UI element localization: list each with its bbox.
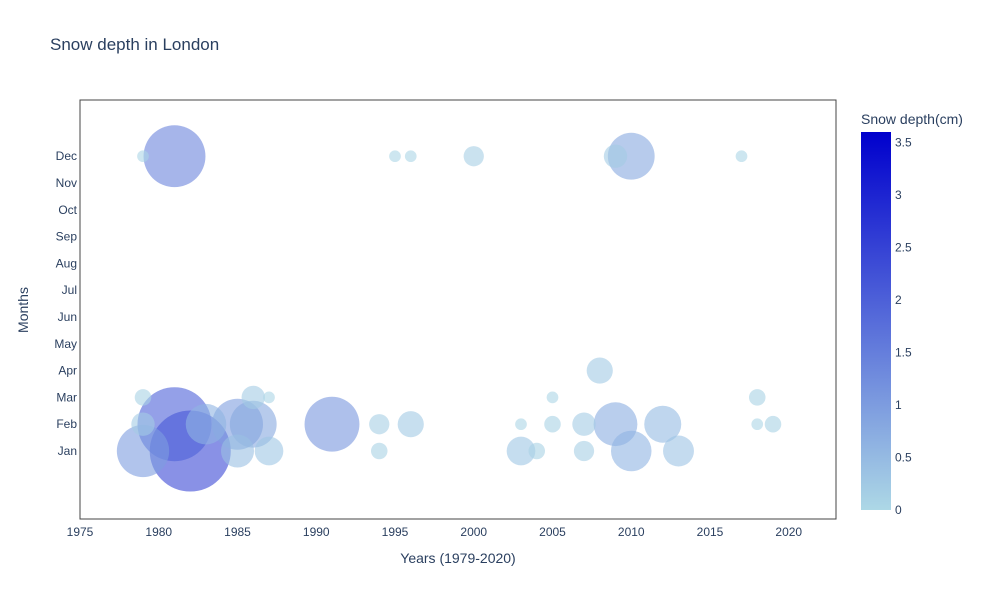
- y-tick-label: Apr: [58, 364, 77, 378]
- bubble-point[interactable]: [404, 150, 417, 163]
- bubble-point[interactable]: [254, 436, 284, 466]
- bubble-point[interactable]: [263, 391, 275, 404]
- bubble-point[interactable]: [185, 403, 227, 445]
- x-tick-label: 1980: [145, 525, 172, 539]
- y-tick-label: Oct: [58, 203, 77, 217]
- y-tick-label: Jan: [58, 444, 77, 458]
- y-tick-label: Jul: [62, 283, 77, 297]
- bubble-point[interactable]: [369, 414, 390, 435]
- bubble-point[interactable]: [751, 418, 764, 431]
- x-tick-label: 2020: [775, 525, 802, 539]
- bubble-point[interactable]: [220, 434, 255, 468]
- chart-title: Snow depth in London: [50, 35, 219, 54]
- bubble-point[interactable]: [143, 125, 206, 188]
- y-axis-ticks: Jan Feb Mar Apr May Jun Jul Aug Sep Oct Nov Dec: [54, 149, 77, 458]
- bubble-point[interactable]: [397, 411, 424, 438]
- bubble-point[interactable]: [644, 405, 682, 443]
- y-axis-title: Months: [15, 287, 31, 333]
- bubble-point[interactable]: [528, 442, 546, 460]
- colorbar-tick-label: 1: [895, 398, 902, 412]
- x-axis-title: Years (1979-2020): [400, 550, 515, 566]
- bubble-point[interactable]: [304, 396, 360, 452]
- bubble-point[interactable]: [134, 389, 152, 406]
- x-tick-label: 2005: [539, 525, 566, 539]
- x-tick-label: 1990: [303, 525, 330, 539]
- y-tick-label: Dec: [56, 149, 77, 163]
- bubble-point[interactable]: [506, 436, 536, 466]
- colorbar-tick-label: 2.5: [895, 241, 912, 255]
- colorbar: [861, 132, 891, 510]
- bubble-point[interactable]: [131, 412, 155, 436]
- bubble-point[interactable]: [603, 144, 628, 168]
- y-tick-label: Sep: [56, 230, 78, 244]
- bubble-point[interactable]: [546, 391, 559, 404]
- bubble-point[interactable]: [515, 418, 527, 431]
- bubble-point[interactable]: [735, 150, 748, 163]
- bubble-point[interactable]: [241, 385, 265, 410]
- x-tick-label: 1975: [67, 525, 94, 539]
- bubble-point[interactable]: [137, 150, 149, 163]
- y-tick-label: Aug: [56, 256, 77, 270]
- colorbar-tick-label: 1.5: [895, 346, 912, 360]
- x-tick-label: 1985: [224, 525, 251, 539]
- colorbar-title: Snow depth(cm): [861, 111, 963, 127]
- y-tick-label: Jun: [58, 310, 77, 324]
- bubble-point[interactable]: [764, 415, 782, 433]
- colorbar-tick-label: 2: [895, 293, 902, 307]
- x-tick-label: 2015: [697, 525, 724, 539]
- colorbar-tick-label: 3: [895, 188, 902, 202]
- bubble-point[interactable]: [663, 435, 694, 467]
- bubble-point[interactable]: [607, 132, 655, 180]
- y-tick-label: May: [54, 337, 77, 351]
- points-layer: [116, 125, 782, 492]
- x-tick-label: 2010: [618, 525, 645, 539]
- y-tick-label: Mar: [56, 390, 77, 404]
- bubble-point[interactable]: [544, 415, 561, 433]
- x-tick-label: 1995: [382, 525, 409, 539]
- bubble-point[interactable]: [572, 412, 596, 436]
- bubble-point[interactable]: [610, 430, 652, 472]
- x-tick-label: 2000: [460, 525, 487, 539]
- y-tick-label: Feb: [56, 417, 77, 431]
- bubble-point[interactable]: [389, 150, 401, 163]
- colorbar-tick-label: 3.5: [895, 136, 912, 150]
- y-tick-label: Nov: [56, 176, 77, 190]
- bubble-point[interactable]: [573, 440, 595, 462]
- bubble-point[interactable]: [748, 389, 766, 406]
- x-axis-ticks: 1975 1980 1985 1990 1995 2000 2005 2010 2015 2020: [67, 525, 803, 539]
- colorbar-ticks: 0 0.5 1 1.5 2 2.5 3 3.5: [895, 136, 912, 518]
- bubble-point[interactable]: [116, 424, 170, 478]
- colorbar-tick-label: 0.5: [895, 451, 912, 465]
- bubble-point[interactable]: [463, 146, 484, 167]
- colorbar-tick-label: 0: [895, 503, 902, 517]
- bubble-point[interactable]: [370, 442, 388, 460]
- bubble-point[interactable]: [586, 357, 613, 384]
